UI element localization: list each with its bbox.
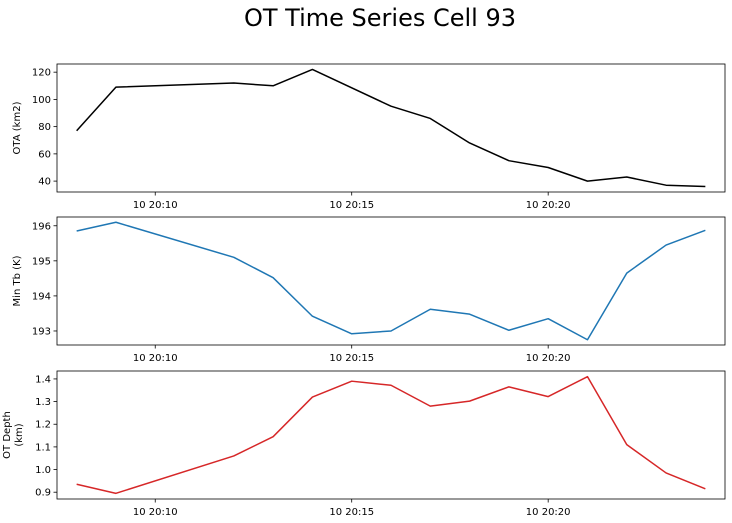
y-tick-label: 60 — [38, 149, 51, 160]
x-tick-label: 10 20:20 — [526, 507, 571, 518]
x-tick-label: 10 20:15 — [329, 353, 374, 364]
x-tick-label: 10 20:10 — [133, 507, 178, 518]
y-axis-label-line: Min Tb (K) — [12, 255, 23, 306]
figure-title: OT Time Series Cell 93 — [244, 4, 516, 32]
axes-frame — [56, 63, 726, 193]
y-axis-label-line: OT Depth — [2, 411, 13, 459]
subplot-3: 0.9 1.0 1.1 1.2 1.3 1.4 10 20:10 10 20:15 10 20:… — [2, 370, 726, 518]
subplot-1: 40 60 80 100 120 10 20:10 10 20:15 10 20:20 OTA … — [12, 63, 726, 211]
y-tick-label: 120 — [32, 68, 51, 79]
series-line-2 — [76, 221, 706, 341]
y-axis-label: OTA (km2) — [12, 101, 23, 154]
y-tick-label: 1.0 — [35, 465, 51, 476]
y-tick-label: 193 — [32, 326, 51, 337]
y-tick-label: 194 — [32, 291, 51, 302]
y-tick-label: 80 — [38, 122, 51, 133]
series-line-1 — [76, 68, 706, 188]
y-axis-label: OT Depth(km) — [2, 411, 25, 459]
y-axis-label: Min Tb (K) — [12, 255, 23, 306]
y-tick-label: 195 — [32, 256, 51, 267]
subplot-2: 193 194 195 196 10 20:10 10 20:15 10 20:20 Min … — [12, 216, 726, 364]
axes-frame — [56, 216, 726, 346]
x-tick-label: 10 20:10 — [133, 353, 178, 364]
axes-frame — [56, 370, 726, 500]
y-tick-label: 1.2 — [35, 420, 51, 431]
y-tick-label: 100 — [32, 95, 51, 106]
y-tick-label: 1.3 — [35, 397, 51, 408]
x-tick-label: 10 20:20 — [526, 200, 571, 211]
y-tick-label: 0.9 — [35, 488, 51, 499]
x-tick-label: 10 20:15 — [329, 507, 374, 518]
x-tick-label: 10 20:10 — [133, 200, 178, 211]
y-axis-label-line: (km) — [14, 423, 25, 446]
series-line-3 — [76, 375, 706, 495]
y-tick-label: 1.1 — [35, 442, 51, 453]
y-axis-label-line: OTA (km2) — [12, 101, 23, 154]
x-tick-label: 10 20:20 — [526, 353, 571, 364]
y-tick-label: 40 — [38, 177, 51, 188]
y-tick-label: 196 — [32, 221, 51, 232]
y-tick-label: 1.4 — [35, 374, 51, 385]
x-tick-label: 10 20:15 — [329, 200, 374, 211]
